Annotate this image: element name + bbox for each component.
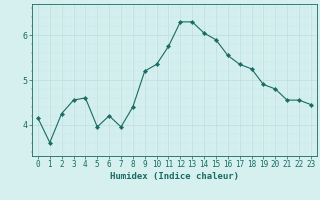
X-axis label: Humidex (Indice chaleur): Humidex (Indice chaleur) <box>110 172 239 181</box>
